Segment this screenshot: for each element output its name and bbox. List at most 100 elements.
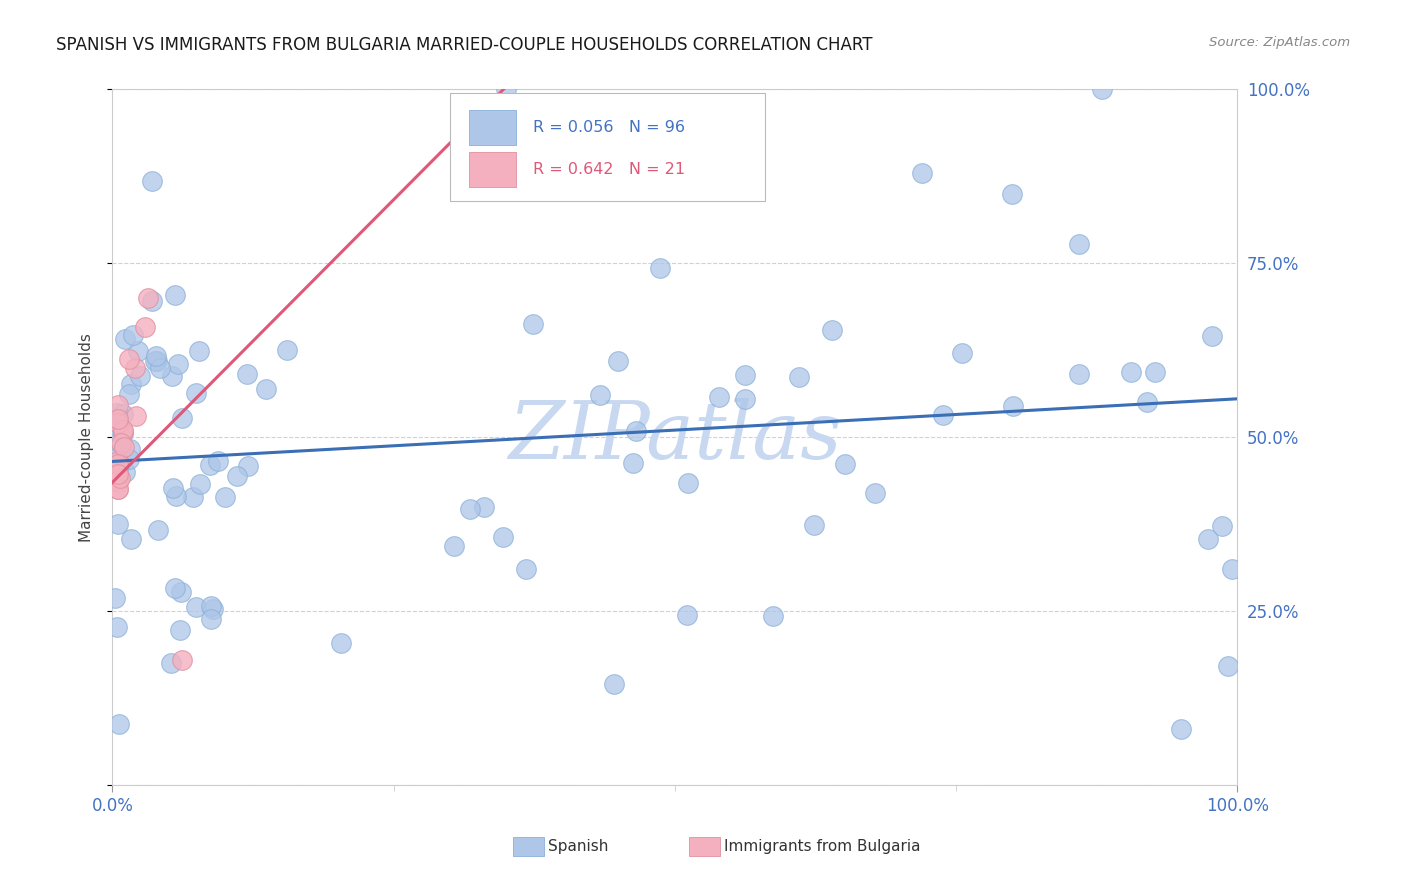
Point (276, 343, 298, 358)
Point (734, 368, 756, 382)
Point (170, 585, 193, 599)
Point (107, 454, 129, 468)
Point (124, 361, 146, 376)
Point (146, 354, 169, 368)
Point (1197, 532, 1219, 546)
Point (121, 327, 143, 342)
Point (1001, 186, 1024, 201)
Point (118, 442, 141, 457)
Point (1002, 400, 1025, 414)
Point (1091, 82, 1114, 96)
Text: R = 0.056   N = 96: R = 0.056 N = 96 (533, 120, 685, 135)
Point (107, 482, 129, 496)
Point (125, 409, 148, 423)
Point (112, 407, 135, 421)
Point (107, 457, 129, 471)
Point (787, 370, 810, 384)
Point (104, 424, 127, 438)
Point (167, 357, 190, 371)
Point (129, 368, 152, 383)
Y-axis label: Married-couple Households: Married-couple Households (79, 333, 94, 541)
Point (1201, 329, 1223, 343)
Point (1067, 236, 1090, 251)
Point (170, 411, 193, 425)
Point (821, 323, 844, 337)
Point (114, 332, 136, 346)
Point (624, 424, 647, 438)
FancyBboxPatch shape (470, 152, 516, 186)
Point (762, 608, 785, 623)
Point (214, 490, 236, 504)
Point (734, 392, 756, 406)
Text: Immigrants from Bulgaria: Immigrants from Bulgaria (724, 839, 921, 854)
Point (120, 376, 142, 391)
Point (149, 360, 172, 375)
Point (621, 456, 644, 470)
Point (863, 486, 886, 500)
Point (1220, 562, 1243, 576)
Point (112, 425, 135, 440)
Point (112, 440, 135, 454)
Point (1211, 519, 1233, 533)
Point (163, 288, 186, 302)
Point (107, 398, 129, 412)
Point (458, 501, 481, 516)
Point (169, 623, 191, 637)
Point (165, 489, 187, 503)
Point (134, 320, 156, 334)
Point (107, 467, 129, 482)
Point (1216, 659, 1239, 673)
Point (108, 435, 131, 450)
Text: Source: ZipAtlas.com: Source: ZipAtlas.com (1209, 36, 1350, 49)
Point (181, 491, 204, 505)
Point (108, 471, 131, 485)
Text: Spanish: Spanish (548, 839, 609, 854)
Point (235, 367, 257, 381)
Point (226, 469, 249, 483)
Point (127, 344, 149, 359)
Point (141, 174, 163, 188)
Point (107, 473, 129, 487)
Point (515, 562, 537, 576)
Point (911, 166, 934, 180)
Text: SPANISH VS IMMIGRANTS FROM BULGARIA MARRIED-COUPLE HOUSEHOLDS CORRELATION CHART: SPANISH VS IMMIGRANTS FROM BULGARIA MARR… (56, 36, 873, 54)
Point (707, 390, 730, 404)
Point (492, 530, 515, 544)
Point (607, 353, 630, 368)
FancyBboxPatch shape (470, 110, 516, 145)
Point (190, 477, 212, 491)
Point (950, 346, 973, 360)
FancyBboxPatch shape (450, 93, 765, 201)
Point (803, 518, 825, 533)
Point (589, 388, 612, 402)
Point (108, 446, 131, 460)
Point (1143, 365, 1166, 379)
Point (184, 600, 207, 615)
Point (107, 416, 129, 430)
Point (114, 465, 136, 479)
Point (143, 354, 166, 368)
Point (1067, 367, 1090, 381)
Point (112, 423, 135, 437)
Point (138, 291, 160, 305)
Point (198, 458, 221, 473)
Point (184, 385, 207, 400)
Point (118, 451, 141, 466)
Point (110, 436, 132, 450)
Point (141, 293, 163, 308)
Point (104, 591, 127, 605)
Point (107, 475, 129, 489)
Point (1136, 395, 1159, 409)
Text: R = 0.642   N = 21: R = 0.642 N = 21 (533, 161, 685, 177)
Point (603, 677, 626, 691)
Point (105, 620, 128, 634)
Point (1170, 723, 1192, 737)
Point (675, 607, 697, 622)
Point (120, 532, 142, 546)
Point (1121, 365, 1143, 379)
Point (472, 500, 495, 514)
Point (256, 382, 278, 396)
Text: ZIPatlas: ZIPatlas (508, 399, 842, 475)
Point (522, 317, 544, 331)
Point (148, 524, 170, 538)
